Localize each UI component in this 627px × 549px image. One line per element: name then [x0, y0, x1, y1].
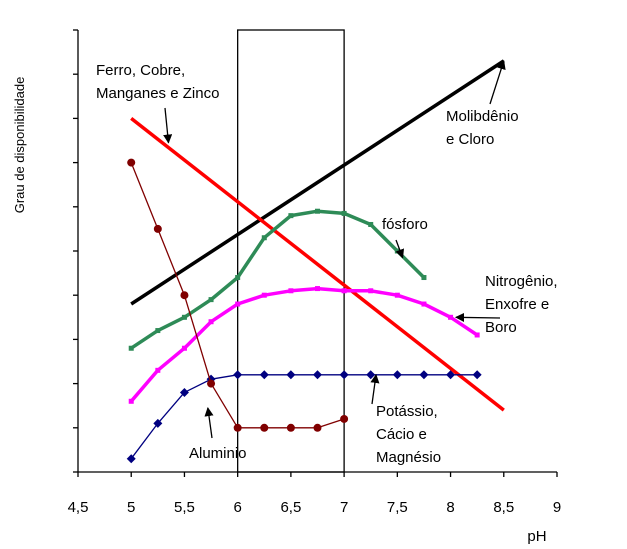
annotation-arrow — [204, 407, 214, 439]
data-point-k_ca_mg — [233, 370, 243, 380]
x-tick-label: 7 — [340, 499, 348, 516]
x-tick-label: 7,5 — [387, 499, 408, 516]
series-line-n_s_b — [129, 286, 479, 403]
data-point-n_s_b — [235, 301, 241, 307]
data-point-al — [127, 158, 136, 167]
data-point-fosforo — [288, 213, 294, 219]
x-tick-label: 6 — [233, 499, 241, 516]
annotation-al: Aluminio — [189, 407, 247, 462]
data-point-fosforo — [128, 345, 134, 351]
x-tick-label: 8,5 — [493, 499, 514, 516]
data-point-k_ca_mg — [313, 370, 322, 380]
axes-layer: 4,5 5 5,5 6 6,5 7 7,5 8 8,5 9 — [68, 29, 561, 516]
series-line-fe_cu_mn_zn — [130, 117, 505, 412]
annotation-arrow — [395, 239, 405, 259]
data-point-fosforo — [261, 235, 267, 241]
data-point-fosforo — [181, 314, 187, 320]
data-point-n_s_b — [474, 332, 480, 338]
data-point-n_s_b — [155, 367, 161, 373]
data-point-n_s_b — [208, 319, 214, 325]
data-point-n_s_b — [128, 398, 134, 404]
series-fe_cu_mn_zn — [130, 117, 505, 412]
data-point-n_s_b — [288, 288, 294, 294]
annotation-n: Nitrogênio, Enxofre e Boro — [454, 273, 558, 336]
data-point-k_ca_mg — [126, 454, 136, 464]
data-point-k_ca_mg — [339, 370, 349, 380]
data-point-n_s_b — [341, 288, 347, 294]
data-point-fosforo — [421, 275, 427, 281]
x-tick-label: 9 — [553, 499, 561, 516]
data-point-n_s_b — [315, 286, 320, 292]
data-point-k_ca_mg — [419, 370, 429, 380]
x-tick-label: 6,5 — [280, 499, 301, 516]
x-tick-label: 4,5 — [68, 499, 89, 516]
data-point-al — [153, 224, 162, 233]
annotation-text: Manganes e Zinco — [96, 85, 219, 102]
annotation-mo: Molibdênio e Cloro — [446, 60, 519, 148]
x-axis-label: pH — [527, 528, 546, 545]
data-point-fosforo — [315, 208, 320, 214]
data-point-al — [286, 423, 295, 432]
annotation-text: Aluminio — [189, 445, 247, 462]
data-point-al — [207, 379, 216, 388]
annotation-text: Molibdênio — [446, 108, 519, 125]
annotations-layer: Ferro, Cobre, Manganes e Zinco Molibdênio e… — [96, 60, 558, 466]
data-point-n_s_b — [181, 345, 187, 351]
annotation-p: fósforo — [382, 216, 428, 259]
annotation-text: fósforo — [382, 216, 428, 233]
data-point-k_ca_mg — [392, 370, 402, 380]
series-layer — [126, 59, 505, 464]
annotation-text: Ferro, Cobre, — [96, 62, 185, 79]
annotation-arrow — [370, 373, 380, 405]
annotation-text: Cácio e — [376, 426, 427, 443]
data-point-n_s_b — [448, 314, 454, 320]
data-point-n_s_b — [261, 292, 267, 298]
annotation-text: Enxofre e — [485, 296, 549, 313]
annotation-k: Potássio, Cácio e Magnésio — [370, 373, 441, 466]
data-point-al — [313, 423, 322, 432]
data-point-k_ca_mg — [259, 370, 269, 380]
data-point-fosforo — [368, 221, 374, 227]
annotation-text: Potássio, — [376, 403, 438, 420]
annotation-text: e Cloro — [446, 131, 494, 148]
x-tick-label: 5 — [127, 499, 135, 516]
data-point-k_ca_mg — [286, 370, 296, 380]
data-point-fosforo — [341, 210, 347, 216]
data-point-k_ca_mg — [153, 418, 163, 428]
series-line-fosforo — [130, 209, 426, 350]
series-mo_cl — [130, 59, 505, 306]
annotation-arrow — [489, 60, 506, 105]
data-point-k_ca_mg — [366, 370, 376, 380]
annotation-fe: Ferro, Cobre, Manganes e Zinco — [96, 62, 219, 144]
annotation-text: Nitrogênio, — [485, 273, 558, 290]
series-n_s_b — [128, 286, 480, 404]
x-tick-label: 5,5 — [174, 499, 195, 516]
data-point-fosforo — [208, 297, 214, 303]
data-point-k_ca_mg — [446, 370, 456, 380]
data-point-fosforo — [155, 328, 161, 334]
annotation-text: Boro — [485, 319, 517, 336]
series-al — [127, 158, 349, 432]
data-point-al — [233, 423, 242, 432]
annotation-text: Magnésio — [376, 449, 441, 466]
data-point-n_s_b — [421, 301, 427, 307]
series-line-k_ca_mg — [130, 374, 478, 460]
series-k_ca_mg — [126, 370, 482, 464]
data-point-n_s_b — [394, 292, 400, 298]
y-axis-label: Grau de disponibilidade — [12, 77, 27, 214]
data-point-fosforo — [235, 275, 241, 281]
data-point-k_ca_mg — [472, 370, 482, 380]
data-point-al — [180, 291, 189, 300]
data-point-al — [260, 423, 269, 432]
series-fosforo — [128, 208, 427, 351]
data-point-k_ca_mg — [179, 387, 189, 397]
annotation-arrow — [163, 107, 173, 144]
data-point-al — [340, 414, 349, 423]
series-line-mo_cl — [130, 59, 505, 306]
x-tick-label: 8 — [446, 499, 454, 516]
annotation-arrow — [454, 312, 501, 322]
data-point-n_s_b — [368, 288, 374, 294]
